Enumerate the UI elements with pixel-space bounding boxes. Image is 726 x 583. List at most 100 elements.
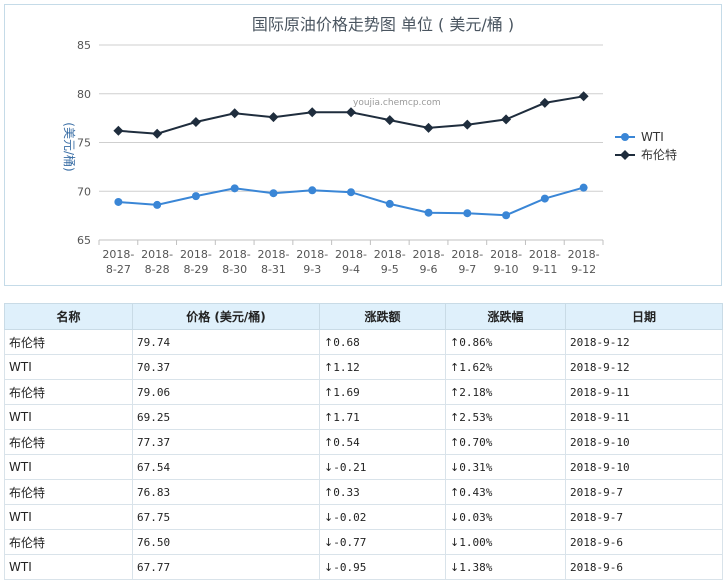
- cell-date-value: 2018-9-6: [570, 535, 623, 549]
- data-point-wti: [502, 211, 511, 220]
- y-axis-label: (美元/桶): [62, 122, 77, 171]
- arrow-down-icon: ↓: [450, 510, 460, 524]
- x-tick-label: 2018-9-4: [335, 248, 367, 276]
- cell-price-value: 67.77: [137, 560, 171, 574]
- cell-percent: ↓0.31%: [445, 454, 566, 480]
- cell-price: 70.37: [132, 354, 320, 380]
- y-tick-label: 85: [77, 39, 91, 52]
- cell-percent: ↑0.86%: [445, 329, 566, 355]
- cell-price-value: 67.75: [137, 510, 171, 524]
- cell-change-value: 1.12: [333, 360, 360, 374]
- data-point-wti: [347, 188, 355, 197]
- cell-price: 67.54: [132, 454, 320, 480]
- cell-date-value: 2018-9-11: [570, 410, 630, 424]
- cell-percent: ↓1.00%: [445, 529, 566, 555]
- cell-date: 2018-9-7: [565, 479, 723, 505]
- cell-change-value: -0.21: [333, 460, 367, 474]
- cell-price-value: 76.83: [137, 485, 171, 499]
- arrow-up-icon: ↑: [450, 385, 460, 399]
- cell-price-value: 77.37: [137, 435, 171, 449]
- cell-change-value: -0.77: [333, 535, 367, 549]
- cell-name-value: 布伦特: [9, 485, 46, 500]
- cell-name: 布伦特: [4, 429, 133, 455]
- chart-title: 国际原油价格走势图 单位 ( 美元/桶 ): [252, 15, 514, 34]
- cell-date-value: 2018-9-7: [570, 510, 623, 524]
- x-tick-label: 2018-9-3: [296, 248, 328, 276]
- arrow-up-icon: ↑: [324, 485, 334, 499]
- cell-price: 79.06: [132, 379, 320, 405]
- cell-date: 2018-9-12: [565, 329, 723, 355]
- data-point-brent: [578, 91, 589, 102]
- cell-change: ↑0.68: [319, 329, 446, 355]
- cell-change-value: -0.02: [333, 510, 367, 524]
- cell-name-value: WTI: [9, 360, 32, 374]
- arrow-up-icon: ↑: [324, 435, 334, 449]
- data-point-brent: [501, 114, 512, 125]
- cell-date-value: 2018-9-7: [570, 485, 623, 499]
- data-point-brent: [307, 107, 318, 118]
- table-row: WTI 70.37 ↑1.12 ↑1.62% 2018-9-12: [4, 354, 723, 380]
- cell-percent-value: 1.62%: [459, 360, 493, 374]
- cell-percent-value: 1.00%: [459, 535, 493, 549]
- x-tick-label: 2018-9-5: [374, 248, 406, 276]
- y-tick-label: 75: [77, 137, 91, 150]
- cell-percent: ↑2.18%: [445, 379, 566, 405]
- arrow-up-icon: ↑: [324, 360, 334, 374]
- cell-price: 76.50: [132, 529, 320, 555]
- cell-name: WTI: [4, 404, 133, 430]
- x-tick-label: 2018-9-7: [451, 248, 483, 276]
- y-tick-label: 65: [77, 234, 91, 247]
- cell-date: 2018-9-6: [565, 529, 723, 555]
- cell-price: 77.37: [132, 429, 320, 455]
- cell-percent: ↓0.03%: [445, 504, 566, 530]
- cell-name: 布伦特: [4, 529, 133, 555]
- x-tick-label: 2018-9-6: [413, 248, 445, 276]
- table-row: WTI 67.77 ↓-0.95 ↓1.38% 2018-9-6: [4, 554, 723, 580]
- data-point-wti: [579, 183, 588, 192]
- cell-date: 2018-9-6: [565, 554, 723, 580]
- data-point-brent: [462, 119, 473, 130]
- data-point-wti: [230, 184, 239, 193]
- table-body: 布伦特 79.74 ↑0.68 ↑0.86% 2018-9-12 WTI 70.37 ↑1.1…: [4, 329, 723, 580]
- cell-name: 布伦特: [4, 379, 133, 405]
- cell-change: ↑1.12: [319, 354, 446, 380]
- arrow-down-icon: ↓: [324, 535, 334, 549]
- cell-change: ↑1.71: [319, 404, 446, 430]
- x-tick-label: 2018-8-30: [219, 248, 251, 276]
- price-line-chart: 国际原油价格走势图 单位 ( 美元/桶 ) 65 70 75 80 85 youjia.ch…: [62, 15, 677, 276]
- cell-change: ↓-0.95: [319, 554, 446, 580]
- cell-percent-value: 1.38%: [459, 560, 493, 574]
- cell-percent-value: 0.31%: [459, 460, 493, 474]
- cell-change-value: 0.54: [333, 435, 360, 449]
- arrow-up-icon: ↑: [450, 360, 460, 374]
- data-point-wti: [308, 186, 317, 195]
- cell-change: ↓-0.21: [319, 454, 446, 480]
- x-tick-label: 2018-8-28: [141, 248, 173, 276]
- cell-change-value: 0.33: [333, 485, 360, 499]
- x-tick-label: 2018-9-12: [568, 248, 600, 276]
- x-tick-label: 2018-9-10: [490, 248, 522, 276]
- data-point-wti: [385, 199, 394, 208]
- legend-marker-wti: [621, 133, 629, 141]
- cell-price-value: 79.74: [137, 335, 171, 349]
- data-point-wti: [424, 208, 433, 217]
- cell-price-value: 70.37: [137, 360, 171, 374]
- data-point-wti: [191, 192, 200, 201]
- table-row: WTI 69.25 ↑1.71 ↑2.53% 2018-9-11: [4, 404, 723, 430]
- cell-percent: ↓1.38%: [445, 554, 566, 580]
- cell-change-value: -0.95: [333, 560, 367, 574]
- cell-price: 79.74: [132, 329, 320, 355]
- header-name: 名称: [4, 303, 133, 330]
- cell-change: ↑1.69: [319, 379, 446, 405]
- cell-price-value: 76.50: [137, 535, 171, 549]
- cell-name: 布伦特: [4, 329, 133, 355]
- cell-price: 67.75: [132, 504, 320, 530]
- cell-percent-value: 0.70%: [459, 435, 493, 449]
- cell-percent-value: 0.03%: [459, 510, 493, 524]
- cell-date: 2018-9-7: [565, 504, 723, 530]
- arrow-up-icon: ↑: [450, 410, 460, 424]
- cell-date-value: 2018-9-12: [570, 360, 630, 374]
- price-table-panel: 名称 价格 (美元/桶) 涨跌额 涨跌幅 日期 布伦特 79.74 ↑0.68 ↑0.…: [4, 303, 723, 580]
- cell-price-value: 67.54: [137, 460, 171, 474]
- cell-name: WTI: [4, 554, 133, 580]
